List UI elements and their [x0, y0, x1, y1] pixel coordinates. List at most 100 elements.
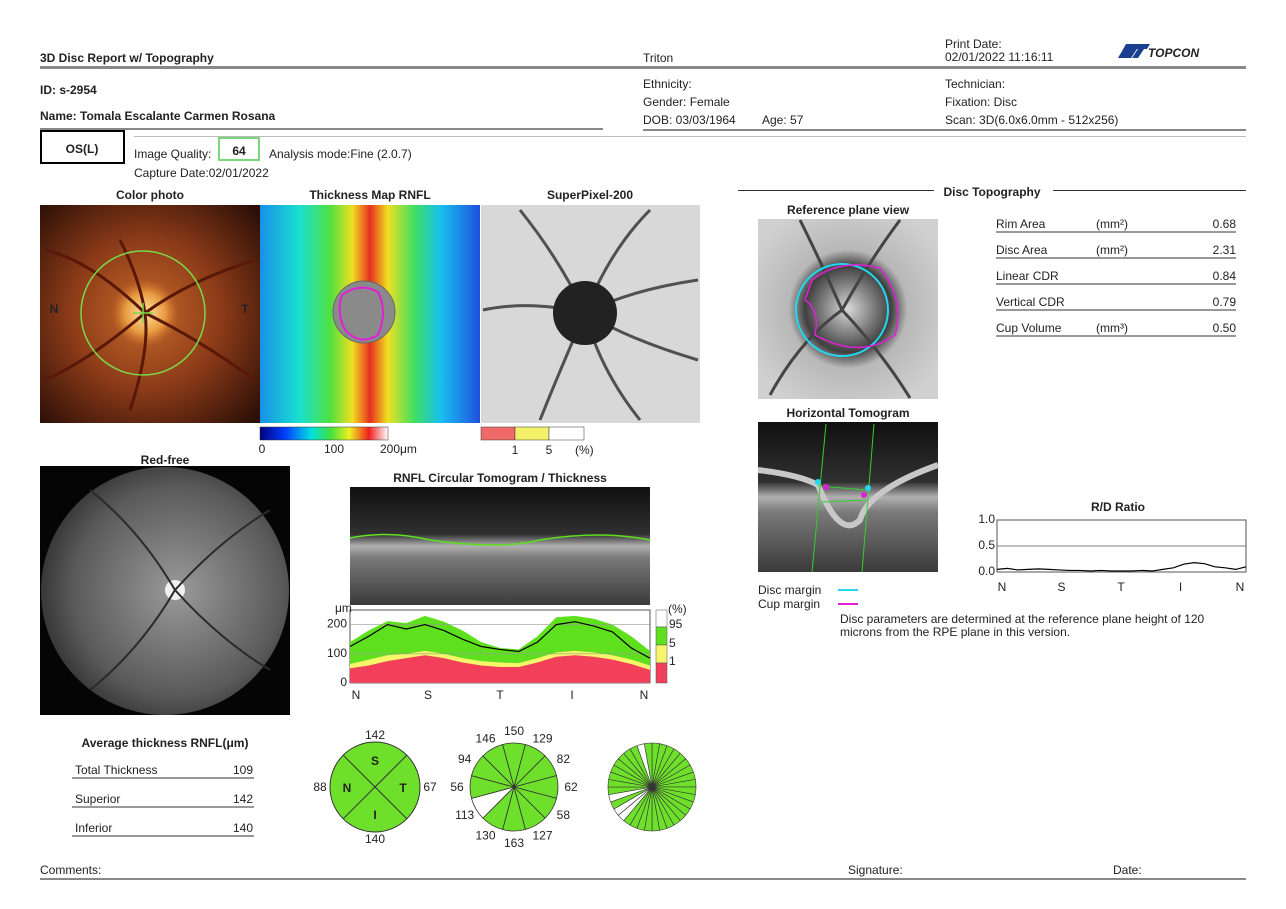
- label: N: [343, 781, 352, 795]
- rnfl-line: [349, 533, 651, 546]
- margin-lines: [811, 423, 875, 573]
- label: Date:: [1113, 863, 1142, 877]
- label: 95: [669, 617, 683, 631]
- label: 0.79: [1213, 295, 1237, 309]
- label: Name: Tomala Escalante Carmen Rosana: [40, 109, 276, 123]
- label: 56: [450, 780, 464, 794]
- label: μm: [335, 601, 352, 615]
- vessels: [482, 208, 699, 421]
- legend-swatch: [838, 603, 858, 605]
- label: 64: [232, 144, 246, 158]
- label: 100: [324, 442, 344, 456]
- label: Cup margin: [758, 597, 820, 611]
- label: Linear CDR: [996, 269, 1059, 283]
- label: 142: [233, 792, 253, 806]
- label: Age: 57: [762, 113, 804, 127]
- label: Rim Area: [996, 217, 1046, 231]
- x-tick-label: S: [1057, 580, 1065, 594]
- label: 129: [532, 732, 552, 746]
- disc-margin: [795, 263, 889, 357]
- label: 0.84: [1213, 269, 1237, 283]
- label: (mm²): [1096, 217, 1128, 231]
- label: 1: [512, 443, 519, 457]
- label: DOB: 03/03/1964: [643, 113, 736, 127]
- rule: [738, 190, 934, 191]
- logo-mark: [1118, 44, 1150, 58]
- legend-swatch: [655, 626, 668, 646]
- y-tick-label: 0.5: [978, 538, 995, 552]
- label: Technician:: [945, 77, 1005, 91]
- retina: [757, 462, 940, 529]
- label: 127: [532, 828, 552, 842]
- legend-swatch: [655, 609, 668, 628]
- label: Superior: [75, 792, 120, 806]
- y-tick-label: 100: [327, 646, 347, 660]
- superpixel-sector: [644, 742, 653, 788]
- label: 2.31: [1213, 243, 1237, 257]
- y-tick-label: 1.0: [978, 512, 995, 526]
- label: Vertical CDR: [996, 295, 1065, 309]
- x-tick-label: T: [1117, 580, 1125, 594]
- label: Thickness Map RNFL: [309, 188, 430, 202]
- label: T: [399, 781, 407, 795]
- cup-point: [823, 484, 829, 490]
- label: Print Date:: [945, 37, 1002, 51]
- red-free-fundus: [41, 467, 289, 715]
- clock-sector: [482, 744, 515, 789]
- legend-swatch: [514, 426, 550, 441]
- label: N: [50, 302, 59, 316]
- x-tick-label: N: [640, 688, 649, 702]
- label: Disc parameters are determined at the re…: [840, 612, 1205, 626]
- y-tick-label: 0: [340, 675, 347, 689]
- y-tick-label: 200: [327, 617, 347, 631]
- label: 200μm: [380, 442, 417, 456]
- logo: TOPCON: [1148, 46, 1199, 60]
- label: OS(L): [66, 142, 99, 156]
- label: T: [241, 302, 249, 316]
- label: Horizontal Tomogram: [786, 406, 909, 420]
- label: Gender: Female: [643, 95, 730, 109]
- label: (%): [575, 443, 594, 457]
- cup-point: [861, 492, 867, 498]
- reference-image: [758, 219, 938, 399]
- label: 0.68: [1213, 217, 1237, 231]
- label: Color photo: [116, 188, 184, 202]
- rule: [40, 878, 1246, 880]
- label: 146: [475, 732, 495, 746]
- cross: [133, 303, 153, 323]
- disc-dark: [553, 281, 617, 345]
- label: 1: [669, 654, 676, 668]
- label: I: [373, 808, 376, 822]
- label: Inferior: [75, 821, 112, 835]
- x-tick-label: N: [998, 580, 1007, 594]
- label: S: [371, 754, 379, 768]
- x-tick-label: I: [570, 688, 573, 702]
- percentile-area: [350, 655, 650, 683]
- rule: [643, 129, 1246, 131]
- label: 62: [564, 780, 578, 794]
- x-tick-label: I: [1179, 580, 1182, 594]
- divider: [342, 754, 408, 820]
- label: Total Thickness: [75, 763, 157, 777]
- label: SuperPixel-200: [547, 188, 633, 202]
- cup-outline: [338, 286, 384, 341]
- label: Image Quality:: [134, 147, 211, 161]
- label: 142: [365, 728, 385, 742]
- rule: [40, 128, 603, 130]
- legend-swatch: [655, 662, 668, 684]
- label: 0.50: [1213, 321, 1237, 335]
- label: Reference plane view: [787, 203, 910, 217]
- report-title: 3D Disc Report w/ Topography: [40, 51, 214, 65]
- label: Disc Area: [996, 243, 1048, 257]
- label: Triton: [643, 51, 673, 65]
- rule: [134, 136, 1246, 137]
- disc-point: [865, 485, 871, 491]
- label: 94: [458, 752, 472, 766]
- label: 0: [259, 442, 266, 456]
- legend-swatch: [655, 644, 668, 664]
- label: Disc Topography: [943, 185, 1040, 199]
- y-tick-label: 0.0: [978, 564, 995, 578]
- label: Scan: 3D(6.0x6.0mm - 512x256): [945, 113, 1118, 127]
- x-tick-label: N: [352, 688, 361, 702]
